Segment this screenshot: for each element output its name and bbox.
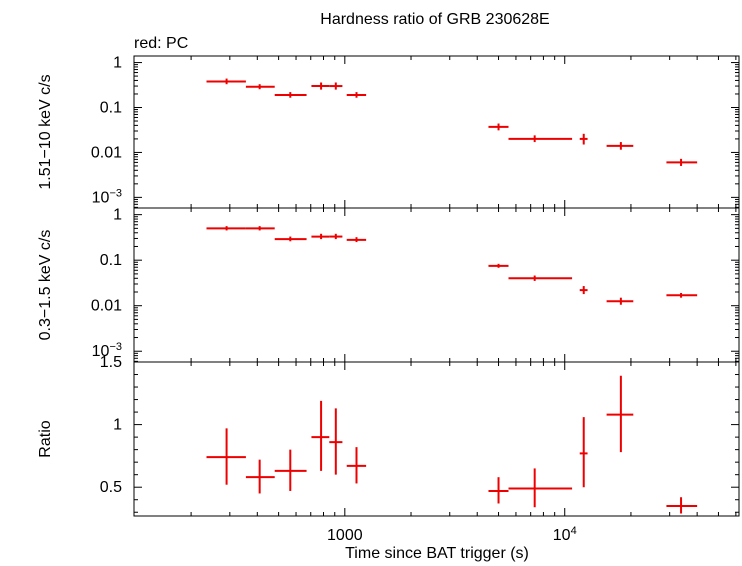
y-axis-label: 1.51−10 keV c/s (37, 74, 54, 189)
panel-hard: 1 0.1 0.01 10−3 1.51−10 keV c/s (37, 55, 740, 209)
data-point (508, 135, 573, 143)
data-point (346, 92, 367, 98)
y-tick-label: 10−3 (92, 187, 122, 206)
data-point (666, 293, 698, 298)
chart-title: Hardness ratio of GRB 230628E (320, 11, 549, 28)
data-point (606, 375, 634, 453)
y-tick-label: 1 (113, 55, 122, 72)
y-axis-label: Ratio (37, 420, 54, 457)
data-point (245, 226, 275, 231)
data-point (311, 400, 330, 471)
data-point (311, 82, 330, 90)
data-point (206, 226, 246, 231)
data-point (274, 449, 307, 491)
data-point (606, 142, 634, 150)
x-tick-label: 1000 (327, 527, 363, 544)
data-point (329, 233, 343, 240)
data-point (206, 428, 246, 485)
data-point (206, 78, 246, 85)
data-point (488, 123, 509, 131)
panel-frame (133, 361, 740, 517)
y-tick-label: 0.01 (91, 144, 122, 161)
data-point (311, 233, 330, 240)
data-point (579, 133, 588, 145)
data-point (666, 158, 698, 166)
y-tick-label: 1 (113, 207, 122, 224)
y-tick-label: 0.1 (100, 100, 122, 117)
data-point (606, 297, 634, 305)
data-point (579, 286, 588, 295)
x-axis-label: Time since BAT trigger (s) (345, 545, 529, 562)
data-point (508, 275, 573, 281)
data-point (346, 447, 367, 484)
x-tick-label: 104 (553, 525, 577, 544)
data-point (508, 468, 573, 508)
y-axis-label: 0.3−1.5 keV c/s (37, 230, 54, 341)
y-tick-label: 0.5 (100, 479, 122, 496)
data-point (346, 237, 367, 243)
data-point (579, 417, 588, 488)
data-point (274, 236, 307, 242)
y-tick-label: 1 (113, 417, 122, 434)
chart-subtitle: red: PC (134, 35, 188, 52)
data-point (329, 82, 343, 90)
y-tick-label: 0.01 (91, 298, 122, 315)
y-tick-label: 1.5 (100, 354, 122, 371)
panel-ratio: 1.5 1 0.5 Ratio (37, 354, 740, 517)
data-point (666, 497, 698, 514)
data-point (329, 408, 343, 475)
data-point (245, 84, 275, 90)
data-point (245, 459, 275, 494)
data-point (488, 263, 509, 268)
panel-frame (133, 55, 740, 209)
data-point (488, 477, 509, 504)
data-point (274, 92, 307, 98)
panel-frame (133, 207, 740, 363)
y-tick-label: 0.1 (100, 252, 122, 269)
